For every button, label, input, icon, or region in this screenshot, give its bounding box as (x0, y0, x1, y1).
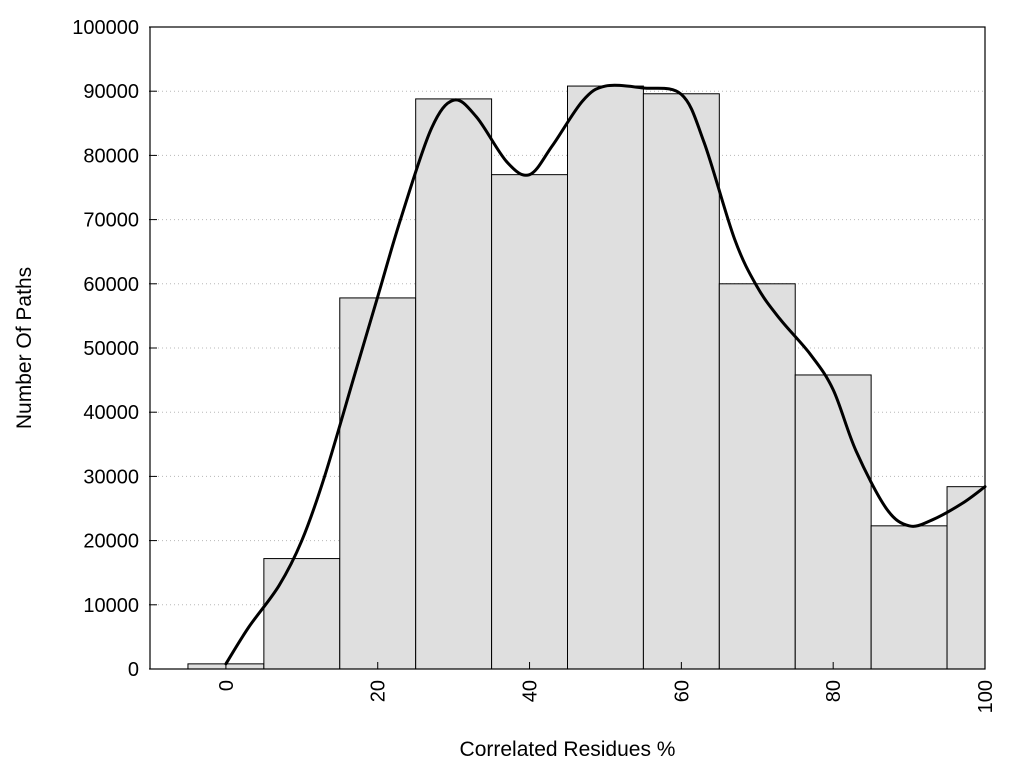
y-tick-label: 10000 (83, 595, 139, 617)
x-tick-label: 40 (520, 680, 542, 702)
y-tick-label: 50000 (83, 338, 139, 360)
bar (339, 297, 417, 670)
bar (718, 283, 796, 670)
bar (263, 558, 341, 670)
y-tick-label: 40000 (83, 402, 139, 424)
trend-line (224, 83, 987, 666)
x-tick-label: 60 (671, 680, 693, 702)
trend-curve (224, 83, 987, 666)
x-tick-label: 80 (823, 680, 845, 702)
x-axis-title: Correlated Residues % (460, 738, 676, 761)
y-tick-label: 90000 (83, 81, 139, 103)
y-axis-title: Number Of Paths (13, 267, 36, 429)
x-axis: 0 20 40 60 80 100 (216, 662, 997, 713)
y-tick-label: 20000 (83, 531, 139, 553)
bar (642, 93, 720, 670)
y-tick-label: 70000 (83, 210, 139, 232)
y-tick-label: 80000 (83, 145, 139, 167)
bar (794, 374, 872, 670)
bars (187, 85, 986, 670)
y-tick-label: 30000 (83, 466, 139, 488)
bar (567, 85, 644, 670)
bar (946, 486, 986, 670)
y-axis: 0 10000 20000 30000 40000 50000 60000 70000 8000… (72, 17, 157, 681)
x-tick-label: 100 (975, 680, 997, 713)
x-tick-label: 20 (368, 680, 390, 702)
bar (415, 98, 493, 670)
y-tick-label: 100000 (72, 17, 139, 39)
y-tick-label: 0 (128, 659, 139, 681)
y-tick-label: 60000 (83, 274, 139, 296)
bar (870, 525, 948, 670)
bar (491, 174, 568, 670)
x-tick-label: 0 (216, 680, 238, 691)
